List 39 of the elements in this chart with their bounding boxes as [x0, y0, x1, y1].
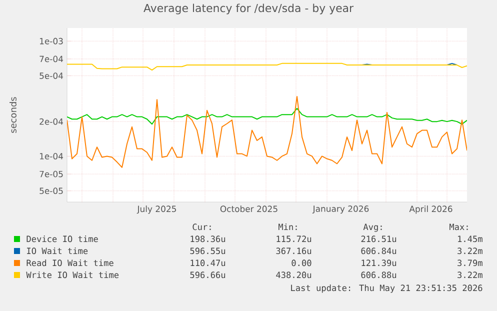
text: 596.66u: [190, 272, 226, 278]
y-tick-label: 1e-03: [40, 38, 63, 44]
text: 0.00: [292, 260, 312, 266]
text: Min:: [278, 224, 297, 230]
y-tick-label: 5e-04: [40, 72, 63, 79]
text: Cur:: [192, 224, 211, 230]
legend-label: IO Wait time: [27, 248, 88, 254]
text: 198.36u: [190, 236, 226, 242]
legend-label: Device IO time: [26, 236, 98, 242]
text: 121.39u: [362, 260, 396, 266]
text: 110.47u: [190, 260, 226, 266]
text: 3.22m: [458, 248, 482, 254]
y-tick-label: 2e-04: [40, 118, 63, 125]
text: 1.45m: [458, 236, 482, 242]
text: 115.72u: [276, 236, 312, 242]
text: 606.88u: [361, 272, 396, 278]
line-series: [67, 96, 468, 168]
y-tick-label: 7e-04: [40, 56, 63, 62]
text: 367.16u: [276, 248, 312, 254]
text: 606.84u: [361, 248, 396, 254]
x-tick-label: April 2026: [409, 206, 452, 214]
x-tick-label: July 2025: [136, 206, 176, 214]
text: 216.51u: [361, 236, 396, 242]
text: 3.79m: [458, 260, 482, 266]
x-tick-label: January 2026: [312, 206, 369, 214]
text: 438.20u: [276, 272, 312, 278]
text: Max:: [450, 224, 468, 230]
text: Last update: Thu May 21 23:51:35 2026: [291, 284, 482, 293]
y-axis-title: seconds: [10, 97, 16, 133]
legend-label: Write IO Wait time: [26, 272, 119, 278]
y-tick-label: 7e-05: [40, 170, 63, 178]
y-tick-label: 5e-05: [40, 188, 63, 194]
chart-title: Average latency for /dev/sda - by year: [144, 4, 354, 14]
y-tick-label: 1e-04: [40, 153, 63, 160]
text: 3.22m: [458, 272, 482, 278]
text: 596.55u: [190, 248, 226, 254]
legend-label: Read IO Wait time: [26, 260, 114, 266]
x-tick-label: October 2025: [220, 206, 278, 212]
text: Avg:: [363, 224, 382, 232]
